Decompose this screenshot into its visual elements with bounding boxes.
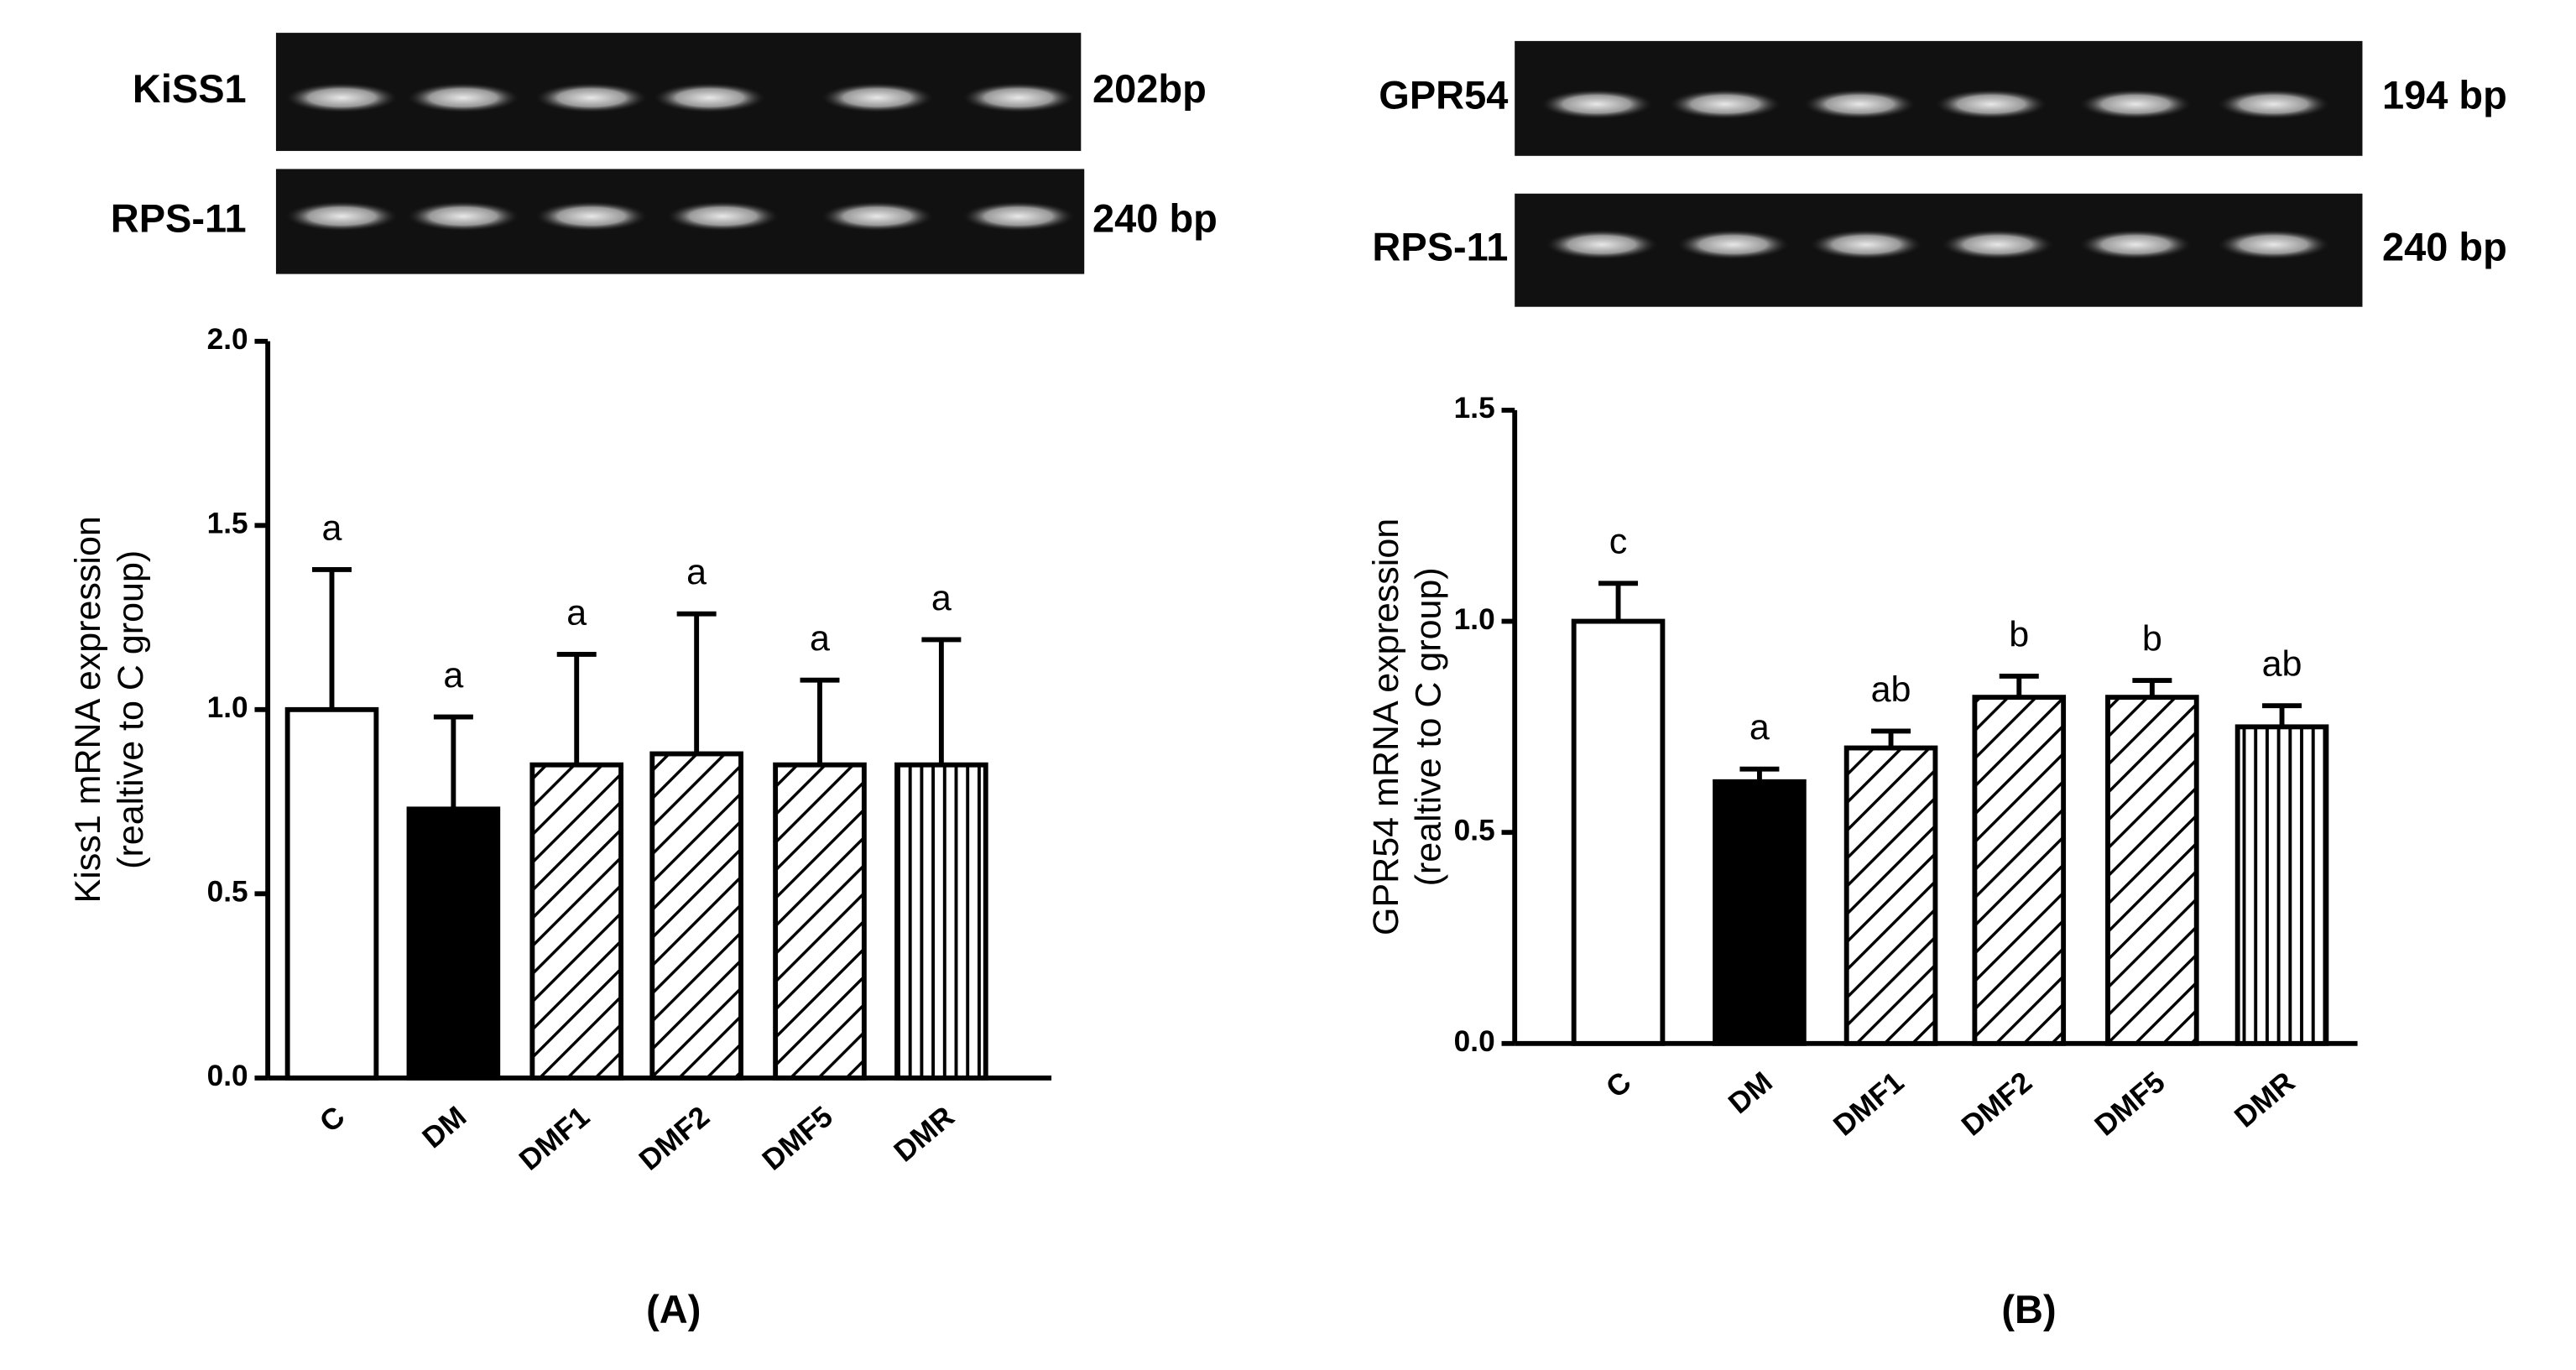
bar <box>2234 724 2329 1046</box>
gel-size: 194 bp <box>2382 73 2507 117</box>
significance-label: a <box>1749 707 1770 748</box>
y-axis-title: Kiss1 mRNA expression <box>68 516 108 903</box>
significance-label: ab <box>2262 644 2302 685</box>
y-tick-label: 1.5 <box>207 508 248 540</box>
significance-label: a <box>443 655 463 695</box>
significance-label: a <box>566 592 587 633</box>
gel-band <box>1803 89 1916 119</box>
error-bar <box>676 611 717 754</box>
gel-band <box>1942 229 2054 260</box>
gel-band <box>407 201 519 232</box>
gel-image <box>1515 193 2363 307</box>
gel-band <box>821 201 934 232</box>
gel-band <box>2079 89 2192 119</box>
y-tick-label: 0.0 <box>1454 1025 1495 1058</box>
panel-label: (B) <box>2001 1287 2056 1331</box>
error-bar <box>2132 678 2172 698</box>
error-bar <box>556 652 597 765</box>
gel-label: GPR54 <box>1379 73 1508 117</box>
gel-band <box>285 201 398 232</box>
significance-label: c <box>1609 522 1628 562</box>
gel-size: 240 bp <box>2382 225 2507 269</box>
gel-band <box>821 82 934 113</box>
gel-band <box>535 201 648 232</box>
y-tick-label: 1.0 <box>1454 603 1495 636</box>
error-bar <box>921 637 962 765</box>
significance-label: ab <box>1871 669 1911 710</box>
significance-label: a <box>322 508 342 548</box>
y-tick-label: 0.5 <box>207 876 248 909</box>
y-tick-label: 1.0 <box>207 691 248 724</box>
gel-size: 240 bp <box>1092 195 1218 240</box>
gel-band <box>654 82 766 113</box>
gel-band <box>285 82 398 113</box>
gel-band <box>2218 89 2330 119</box>
bar <box>406 806 501 1081</box>
gel-band <box>962 201 1075 232</box>
bar <box>284 706 379 1081</box>
bar <box>1571 618 1666 1046</box>
bar <box>649 751 743 1081</box>
gel-band <box>1546 229 1658 260</box>
gel-band <box>962 82 1075 113</box>
bar <box>529 762 624 1081</box>
error-bar <box>1999 674 2039 698</box>
bar <box>2105 695 2199 1046</box>
gel-band <box>407 82 519 113</box>
y-axis-title: (realtive to C group) <box>111 550 151 869</box>
error-bar <box>433 714 473 810</box>
bar <box>1713 779 1807 1046</box>
gel-band <box>1669 89 1781 119</box>
error-bar <box>1871 728 1911 748</box>
y-axis-title: (realtive to C group) <box>1409 567 1449 886</box>
y-tick-label: 0.0 <box>207 1060 248 1092</box>
gel-band <box>666 201 780 232</box>
significance-label: a <box>686 552 707 592</box>
y-axis-title: GPR54 mRNA expression <box>1366 518 1406 935</box>
gel-label: RPS-11 <box>1372 225 1508 269</box>
error-bar <box>2262 703 2302 727</box>
error-bar <box>312 567 352 710</box>
gel-label: KiSS1 <box>133 66 247 111</box>
bar <box>1972 695 2067 1046</box>
gel-band <box>1810 229 1922 260</box>
y-tick-label: 2.0 <box>207 323 248 356</box>
error-bar <box>1598 581 1639 622</box>
gel-band <box>2218 229 2330 260</box>
gel-image <box>1515 40 2363 156</box>
error-bar <box>800 677 840 765</box>
gel-band <box>1541 89 1653 119</box>
gel-band <box>1677 229 1790 260</box>
significance-label: b <box>2142 618 2162 659</box>
panel-label: (A) <box>646 1287 701 1331</box>
significance-label: a <box>931 578 952 618</box>
significance-label: a <box>810 618 830 659</box>
bar <box>894 762 988 1081</box>
gel-size: 202bp <box>1092 66 1207 111</box>
gel-band <box>1935 89 2047 119</box>
significance-label: b <box>2009 614 2029 654</box>
y-tick-label: 0.5 <box>1454 814 1495 846</box>
bar <box>1843 745 1938 1046</box>
gel-label: RPS-11 <box>111 195 247 240</box>
bar <box>773 762 867 1081</box>
gel-band <box>535 82 648 113</box>
y-tick-label: 1.5 <box>1454 392 1495 425</box>
gel-band <box>2079 229 2192 260</box>
